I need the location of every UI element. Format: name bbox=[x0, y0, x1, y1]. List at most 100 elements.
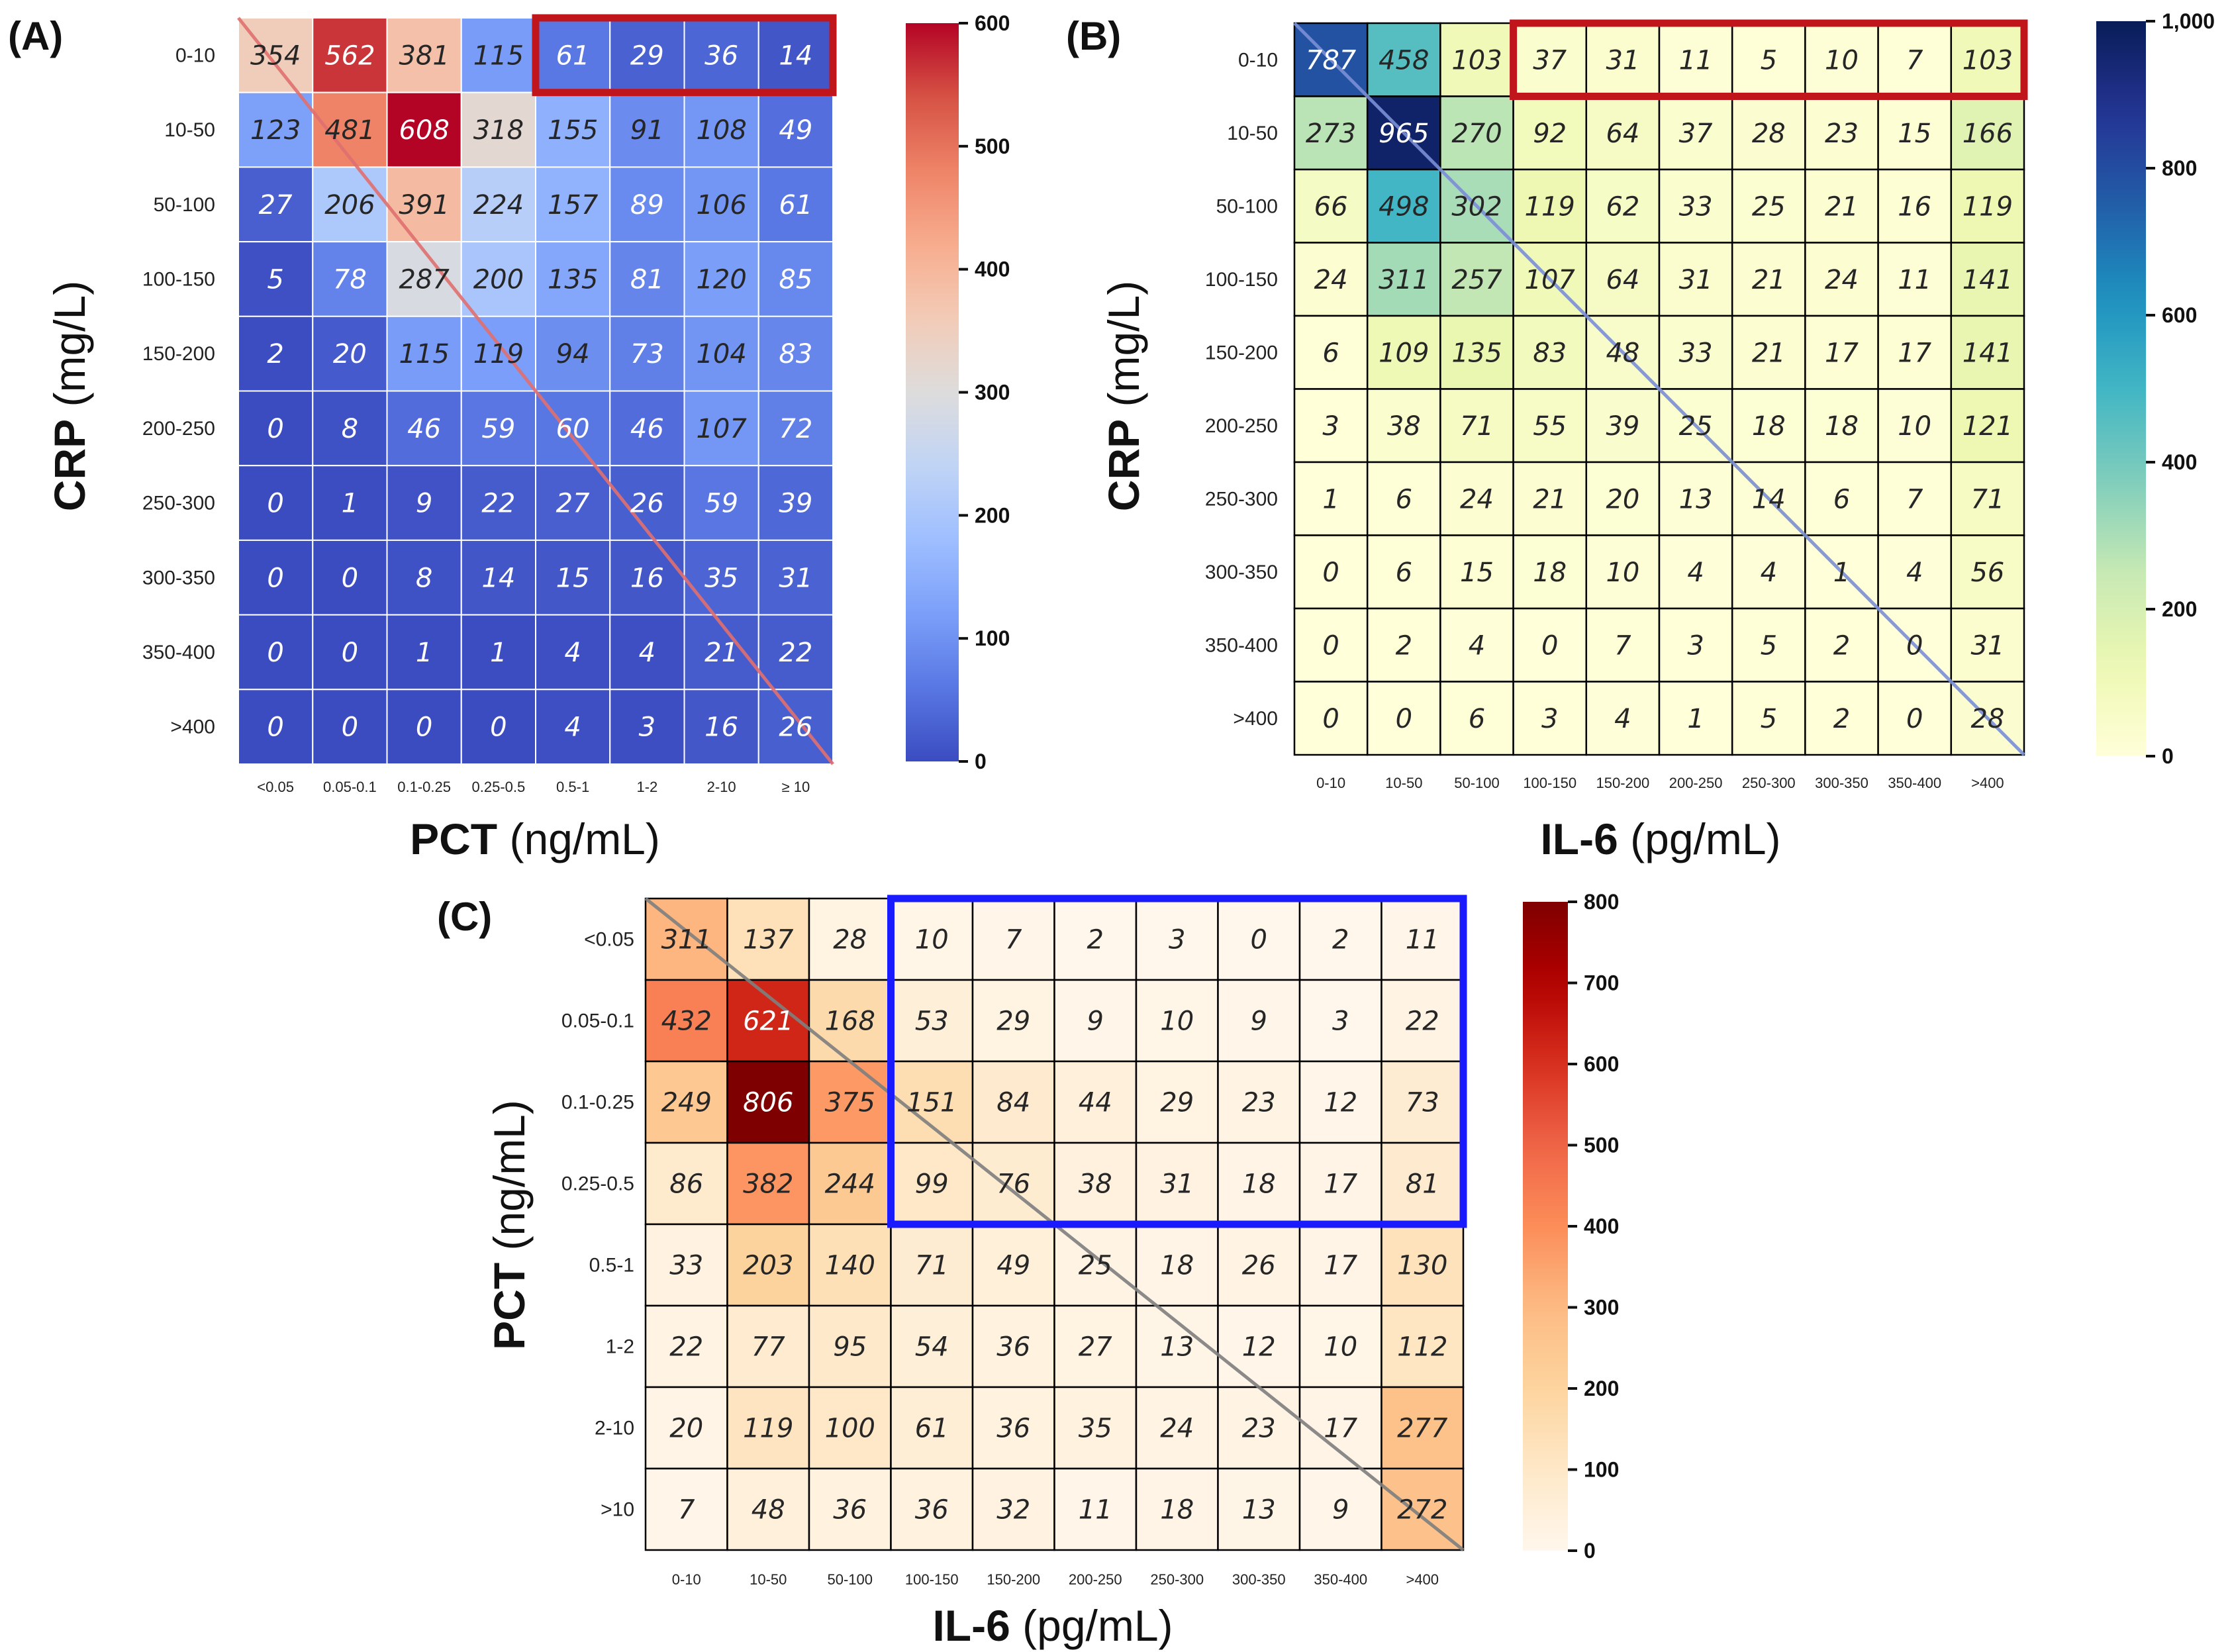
heatmap-cell bbox=[609, 465, 685, 541]
cell-value-label: 27 bbox=[259, 190, 293, 220]
heatmap-cell bbox=[1439, 22, 1514, 97]
cell-value-label: 36 bbox=[833, 1495, 867, 1526]
cell-value-label: 0 bbox=[1322, 704, 1339, 734]
y-tick-label: 0.1-0.25 bbox=[561, 1092, 634, 1114]
x-tick-label: 1-2 bbox=[636, 779, 657, 795]
x-tick-label: 350-400 bbox=[1314, 1571, 1367, 1588]
colorbar-tick-label: 400 bbox=[2162, 450, 2197, 474]
cell-value-label: 37 bbox=[1679, 119, 1713, 149]
cell-value-label: 7 bbox=[1906, 484, 1923, 514]
y-tick-label: 0.5-1 bbox=[589, 1255, 634, 1277]
heatmap-cell bbox=[1585, 95, 1661, 171]
cell-value-label: 121 bbox=[1963, 411, 2013, 442]
cell-value-label: 965 bbox=[1379, 119, 1429, 149]
heatmap-cell bbox=[1731, 388, 1806, 463]
heatmap-cell bbox=[1804, 461, 1879, 536]
cell-value-label: 318 bbox=[473, 115, 524, 146]
heatmap-cell bbox=[644, 979, 728, 1063]
cell-value-label: 3 bbox=[1332, 1006, 1349, 1037]
cell-value-label: 135 bbox=[1451, 338, 1502, 368]
cell-value-label: 203 bbox=[743, 1251, 793, 1281]
cell-value-label: 224 bbox=[473, 190, 524, 220]
cell-value-label: 10 bbox=[1825, 45, 1859, 75]
x-tick-label: 10-50 bbox=[750, 1571, 787, 1588]
x-tick-label: 100-150 bbox=[1523, 775, 1576, 791]
cell-value-label: 48 bbox=[1606, 338, 1639, 368]
cell-value-label: 7 bbox=[1906, 45, 1923, 75]
cell-value-label: 0 bbox=[267, 489, 283, 519]
heatmap-cell bbox=[1658, 242, 1733, 317]
y-tick-label: 100-150 bbox=[142, 268, 215, 290]
colorbar-tick-label: 400 bbox=[1584, 1214, 1619, 1238]
cell-value-label: 29 bbox=[996, 1006, 1030, 1037]
heatmap-cell bbox=[808, 1386, 892, 1470]
cell-value-label: 10 bbox=[915, 925, 949, 955]
heatmap-cell bbox=[1731, 607, 1806, 683]
heatmap-cell bbox=[609, 17, 685, 93]
y-tick-label: >400 bbox=[170, 716, 215, 738]
cell-value-label: 22 bbox=[1406, 1006, 1439, 1037]
x-tick-label: 150-200 bbox=[987, 1571, 1040, 1588]
heatmap-cell bbox=[808, 1304, 892, 1388]
cell-value-label: 21 bbox=[1825, 191, 1859, 222]
heatmap-cell bbox=[460, 166, 536, 243]
colorbar-tick-label: 0 bbox=[2162, 744, 2174, 768]
cell-value-label: 73 bbox=[630, 339, 664, 369]
heatmap-cell bbox=[1877, 95, 1953, 171]
cell-value-label: 432 bbox=[661, 1006, 712, 1037]
heatmap-cell bbox=[1439, 534, 1514, 610]
cell-value-label: 4 bbox=[564, 712, 581, 743]
x-tick-label: 350-400 bbox=[1888, 775, 1941, 791]
cell-value-label: 20 bbox=[669, 1414, 703, 1444]
heatmap-cell bbox=[726, 1304, 810, 1388]
cell-value-label: 60 bbox=[556, 414, 590, 444]
heatmap-cell bbox=[971, 1304, 1055, 1388]
heatmap-cell bbox=[757, 465, 834, 541]
cell-value-label: 100 bbox=[825, 1414, 875, 1444]
heatmap-cell bbox=[1293, 315, 1369, 390]
cell-value-label: 166 bbox=[1963, 119, 2013, 149]
x-tick-label: 150-200 bbox=[1596, 775, 1650, 791]
cell-value-label: 3 bbox=[1322, 411, 1339, 442]
cell-value-label: 59 bbox=[704, 489, 738, 519]
y-axis-title: PCT (ng/mL) bbox=[485, 1100, 534, 1350]
cell-value-label: 83 bbox=[779, 339, 812, 369]
cell-value-label: 31 bbox=[1160, 1169, 1194, 1200]
cell-value-label: 115 bbox=[399, 339, 449, 369]
cell-value-label: 31 bbox=[1679, 265, 1713, 295]
y-tick-label: 300-350 bbox=[142, 567, 215, 589]
y-tick-label: 50-100 bbox=[1216, 195, 1278, 217]
cell-value-label: 25 bbox=[1752, 191, 1786, 222]
cell-value-label: 1 bbox=[342, 489, 358, 519]
heatmap-cell bbox=[1877, 534, 1953, 610]
cell-value-label: 5 bbox=[1761, 704, 1777, 734]
cell-value-label: 157 bbox=[548, 190, 599, 220]
x-tick-label: 0-10 bbox=[1316, 775, 1345, 791]
heatmap-cell bbox=[1585, 22, 1661, 97]
heatmap-cell bbox=[238, 689, 314, 765]
cell-value-label: 4 bbox=[1761, 558, 1777, 588]
heatmap-cell bbox=[1439, 607, 1514, 683]
cell-value-label: 0 bbox=[1322, 630, 1339, 661]
cell-value-label: 64 bbox=[1606, 265, 1639, 295]
cell-value-label: 1 bbox=[1833, 558, 1850, 588]
x-tick-label: 0-10 bbox=[672, 1571, 701, 1588]
colorbar-tick-label: 600 bbox=[2162, 303, 2197, 327]
heatmap-cell bbox=[1135, 979, 1219, 1063]
heatmap-cell bbox=[386, 241, 462, 317]
colorbar-tick-label: 500 bbox=[975, 134, 1010, 158]
heatmap-cell bbox=[757, 166, 834, 243]
cell-value-label: 0 bbox=[267, 712, 283, 743]
cell-value-label: 119 bbox=[473, 339, 524, 369]
heatmap-cell bbox=[386, 539, 462, 616]
cell-value-label: 109 bbox=[1379, 338, 1429, 368]
y-tick-label: 350-400 bbox=[1205, 634, 1278, 656]
heatmap-cell bbox=[1366, 315, 1441, 390]
cell-value-label: 33 bbox=[1679, 338, 1713, 368]
colorbar bbox=[2096, 21, 2146, 756]
cell-value-label: 36 bbox=[996, 1414, 1030, 1444]
cell-value-label: 4 bbox=[639, 638, 655, 668]
cell-value-label: 270 bbox=[1451, 119, 1502, 149]
cell-value-label: 9 bbox=[1251, 1006, 1267, 1037]
cell-value-label: 72 bbox=[779, 414, 812, 444]
